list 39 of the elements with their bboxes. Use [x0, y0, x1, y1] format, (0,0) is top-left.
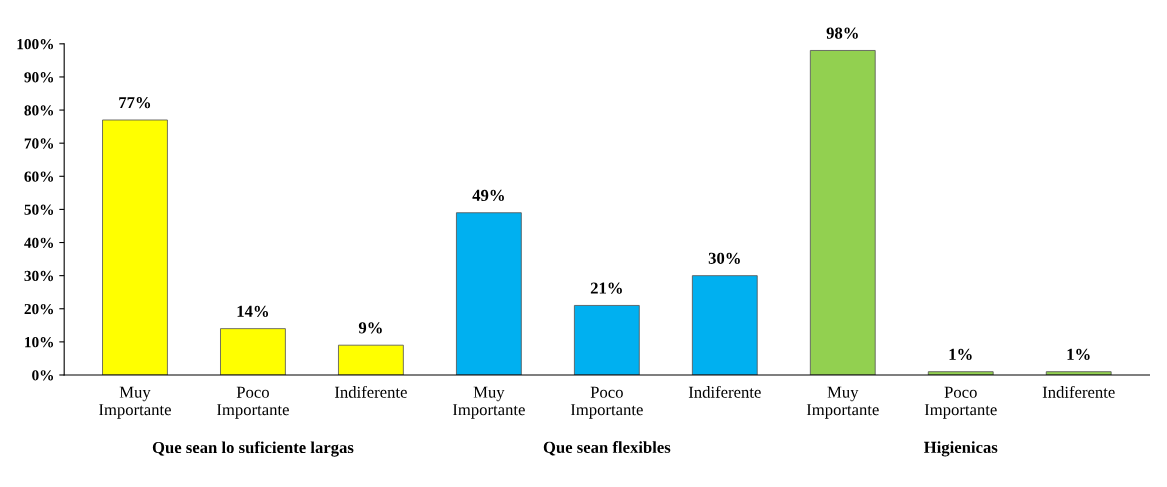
x-tick-label: Muy Importante — [99, 386, 171, 419]
y-tick-label: 90% — [24, 72, 54, 83]
y-tick-label: 30% — [24, 270, 54, 282]
y-tick-label: 20% — [24, 303, 54, 315]
data-label: 77% — [119, 97, 151, 109]
x-tick-label: Poco Importante — [924, 386, 997, 419]
data-label: 1% — [1067, 348, 1090, 361]
data-label: 21% — [590, 282, 622, 294]
data-label: 14% — [237, 305, 269, 317]
y-tick-label: 50% — [24, 204, 54, 215]
text: Higienicas — [923, 441, 998, 457]
x-tick-label: Indiferente — [334, 385, 407, 398]
x-tick-label: Indiferente — [1042, 385, 1115, 398]
y-tick-label: 40% — [24, 237, 54, 249]
x-tick-label: Muy Importante — [452, 386, 525, 419]
bar — [456, 212, 522, 375]
bar — [102, 119, 168, 375]
data-label: 9% — [358, 322, 382, 334]
y-tick-label: 0% — [32, 370, 54, 381]
x-tick-label: Indiferente — [688, 385, 761, 398]
bar — [809, 50, 876, 375]
x-tick-label: Poco Importante — [216, 386, 289, 419]
x-tick-label: Muy Importante — [806, 386, 879, 419]
data-label: 49% — [472, 189, 504, 202]
x-tick-label: Poco Importante — [570, 386, 643, 419]
y-tick-label: 100% — [17, 38, 54, 50]
data-label: 30% — [708, 252, 740, 264]
data-label: 1% — [949, 348, 972, 361]
bar — [338, 344, 404, 375]
bar — [220, 328, 286, 375]
y-tick-label: 70% — [24, 138, 54, 149]
y-tick-label: 60% — [24, 171, 54, 182]
text: Que sean flexibles — [543, 441, 671, 456]
bar — [573, 305, 640, 375]
bar — [691, 275, 758, 375]
data-label: 98% — [826, 27, 858, 39]
y-tick-label: 10% — [25, 337, 54, 348]
y-tick-label: 80% — [24, 105, 54, 116]
text: Que sean lo suficiente largas — [152, 441, 354, 457]
